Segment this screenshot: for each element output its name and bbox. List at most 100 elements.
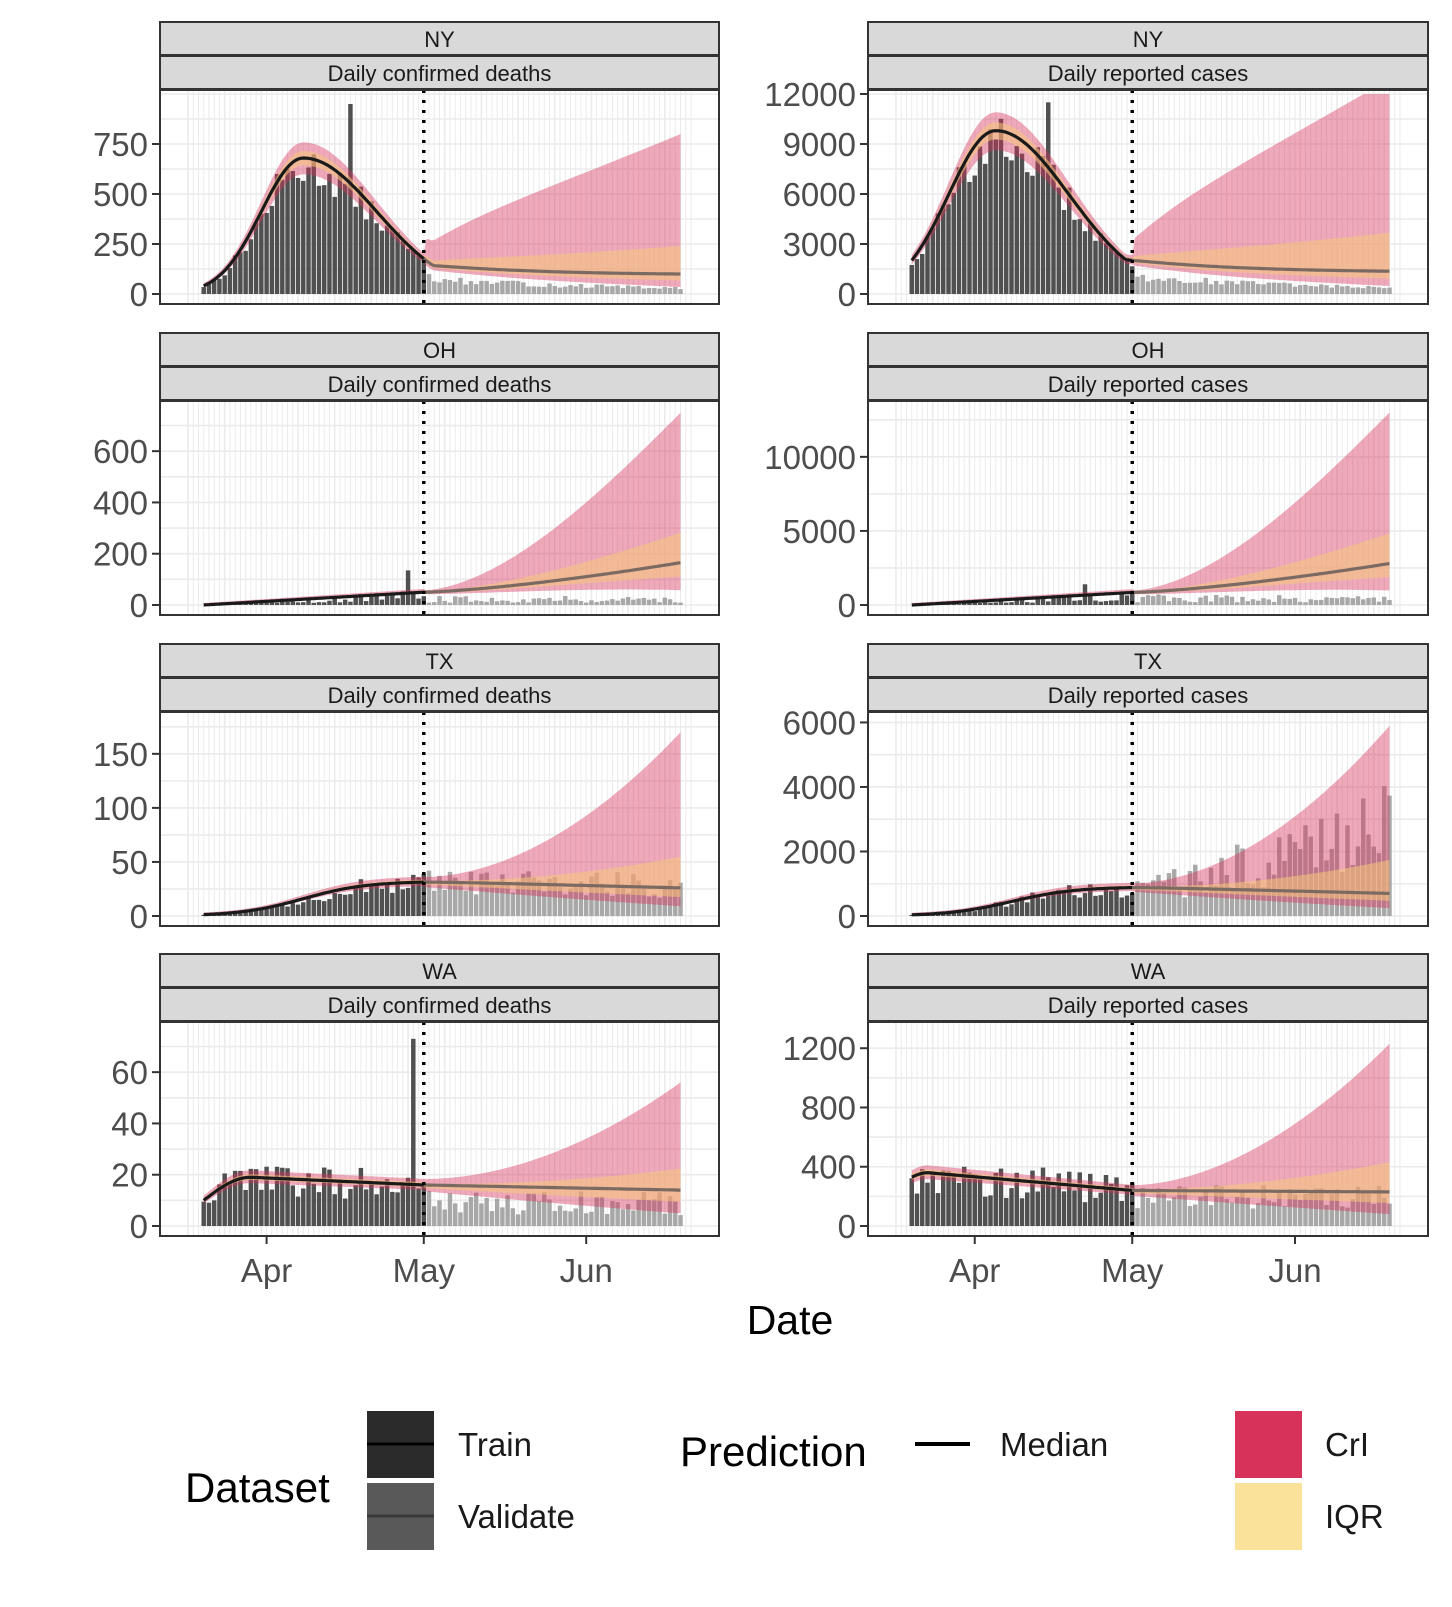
bar bbox=[515, 1214, 521, 1226]
strip-metric bbox=[867, 677, 1429, 712]
bar bbox=[1156, 1188, 1161, 1226]
bar bbox=[1350, 287, 1355, 294]
bar bbox=[1156, 874, 1161, 916]
x-axis-title: Date bbox=[747, 1297, 834, 1343]
bar bbox=[1135, 602, 1140, 605]
bar bbox=[1109, 891, 1114, 916]
bar bbox=[1082, 893, 1088, 916]
bar bbox=[568, 888, 573, 916]
bar bbox=[536, 598, 542, 605]
bar bbox=[484, 601, 489, 605]
bar bbox=[1009, 160, 1014, 294]
y-tick-label: 750 bbox=[93, 126, 148, 163]
bar bbox=[673, 602, 678, 605]
bar bbox=[1151, 880, 1156, 916]
bar bbox=[941, 1170, 946, 1226]
bar bbox=[306, 1173, 311, 1226]
bar bbox=[1261, 284, 1266, 294]
bar bbox=[1161, 595, 1166, 605]
bar bbox=[232, 913, 238, 916]
bar bbox=[285, 1168, 290, 1226]
bar bbox=[1161, 1193, 1166, 1226]
bar bbox=[353, 595, 358, 605]
y-tick-label: 60 bbox=[111, 1054, 148, 1091]
bar bbox=[1161, 280, 1166, 294]
strip-state-label: TX bbox=[1134, 649, 1162, 674]
bar bbox=[489, 1211, 495, 1226]
bar bbox=[280, 1167, 285, 1226]
bar bbox=[662, 885, 668, 916]
bar bbox=[1151, 279, 1156, 294]
bar bbox=[274, 905, 280, 916]
bar bbox=[1009, 1188, 1014, 1226]
bar bbox=[1366, 1191, 1371, 1226]
bar bbox=[510, 602, 516, 605]
y-tick-label: 150 bbox=[93, 736, 148, 773]
bar bbox=[1334, 284, 1340, 294]
bar bbox=[463, 284, 468, 294]
bar bbox=[1156, 594, 1161, 605]
bar bbox=[1004, 156, 1009, 294]
bar bbox=[353, 1185, 358, 1226]
bar bbox=[1292, 286, 1298, 294]
bar bbox=[615, 872, 620, 916]
bar bbox=[951, 192, 956, 294]
bar bbox=[1324, 597, 1329, 605]
bar bbox=[269, 1189, 275, 1226]
bar bbox=[1025, 172, 1030, 294]
bar bbox=[1103, 601, 1109, 605]
bar bbox=[510, 892, 516, 916]
strip-state bbox=[159, 643, 720, 678]
bar bbox=[1208, 284, 1214, 294]
bar bbox=[589, 287, 594, 294]
bar bbox=[322, 1167, 327, 1226]
y-tick-label: 800 bbox=[801, 1089, 856, 1126]
bar bbox=[1266, 1200, 1271, 1226]
bar bbox=[988, 905, 993, 916]
bar bbox=[447, 602, 453, 605]
bar bbox=[962, 910, 967, 916]
strip-state bbox=[867, 643, 1429, 678]
bar bbox=[390, 892, 395, 916]
bar bbox=[1250, 884, 1256, 916]
bar bbox=[363, 219, 369, 294]
y-tick-label: 0 bbox=[130, 276, 148, 313]
bar bbox=[1140, 596, 1145, 605]
bar bbox=[505, 882, 510, 916]
bar bbox=[426, 602, 432, 605]
bar bbox=[500, 600, 505, 605]
bar bbox=[363, 601, 369, 605]
bar bbox=[1051, 596, 1056, 605]
bar bbox=[625, 285, 631, 294]
bar bbox=[1061, 1191, 1067, 1226]
bar bbox=[1371, 597, 1376, 605]
bar bbox=[358, 879, 364, 916]
bar bbox=[521, 599, 526, 605]
bar bbox=[678, 602, 683, 605]
bar bbox=[232, 1170, 238, 1226]
bar bbox=[1046, 1177, 1051, 1226]
bar bbox=[610, 286, 615, 294]
bar bbox=[972, 175, 977, 294]
bar bbox=[1277, 283, 1282, 294]
strip-state bbox=[159, 332, 720, 367]
bar bbox=[400, 1183, 406, 1226]
bar bbox=[447, 1193, 453, 1226]
bar bbox=[977, 146, 983, 294]
bar bbox=[641, 597, 647, 605]
bar bbox=[662, 597, 668, 605]
bar bbox=[222, 1173, 227, 1226]
bar bbox=[667, 880, 673, 916]
bar bbox=[563, 894, 568, 916]
bar bbox=[301, 1188, 306, 1226]
bar bbox=[1067, 594, 1072, 605]
bar bbox=[1145, 595, 1151, 605]
bar bbox=[269, 906, 275, 916]
bar bbox=[1308, 599, 1313, 605]
bar bbox=[1245, 281, 1250, 294]
bar bbox=[977, 906, 983, 916]
bar bbox=[1051, 164, 1056, 294]
bar bbox=[316, 1192, 322, 1226]
bar bbox=[390, 592, 395, 605]
bar bbox=[1072, 600, 1077, 605]
